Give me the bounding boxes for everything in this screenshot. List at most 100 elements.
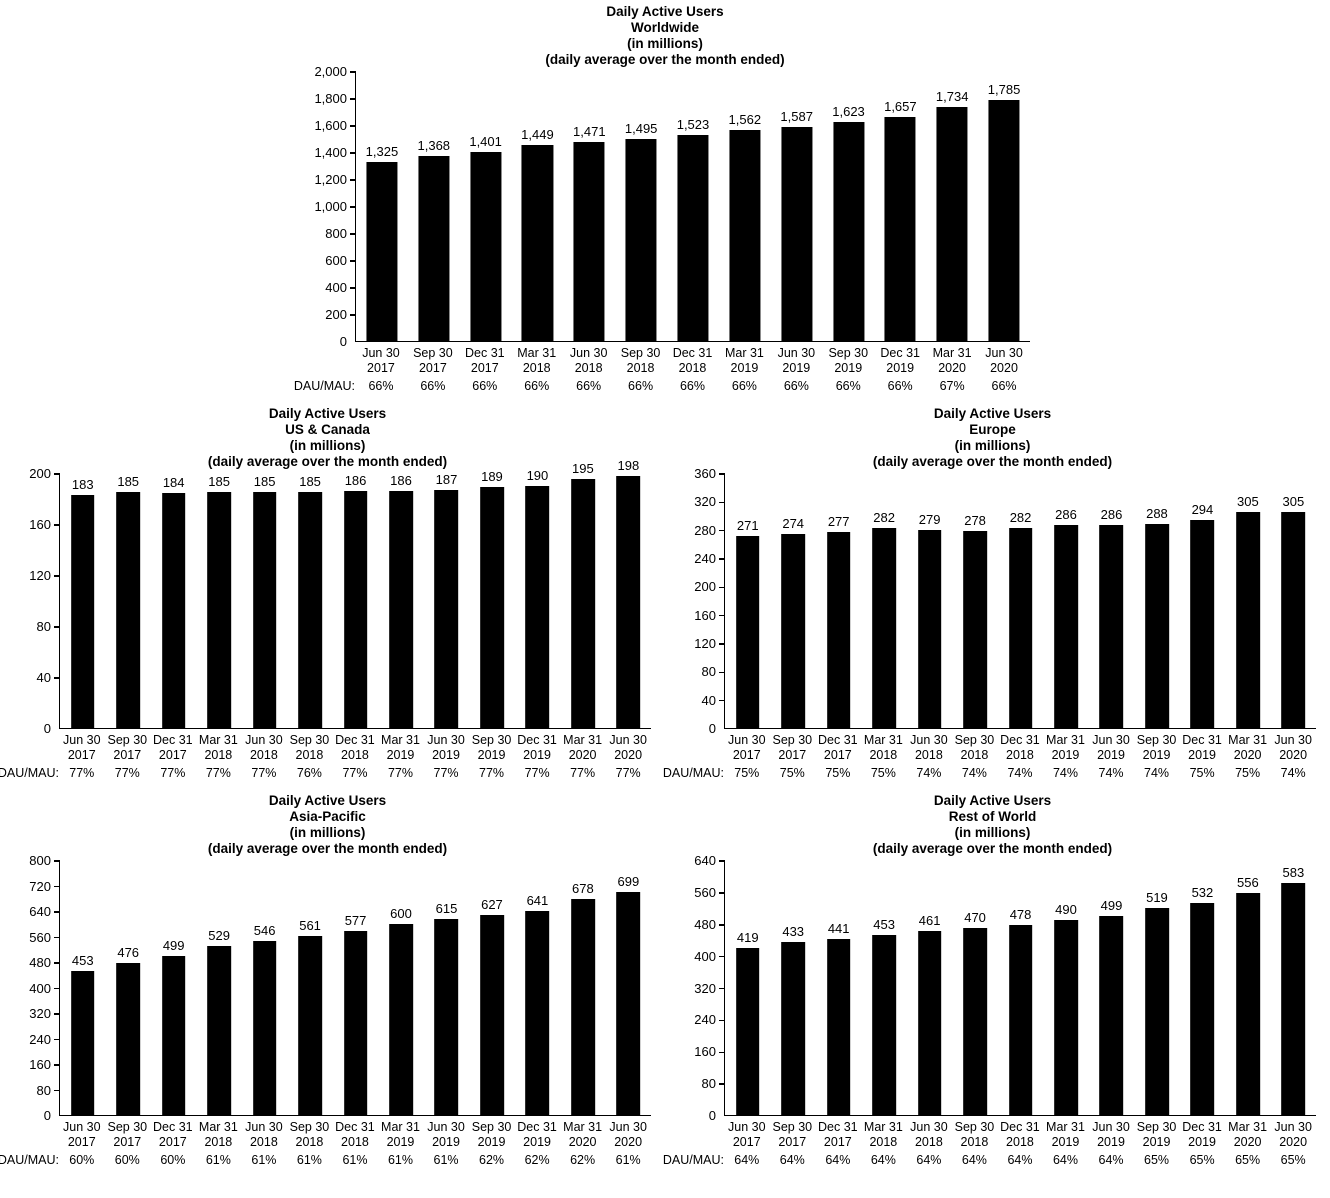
bar-group: 529 (196, 861, 241, 1115)
x-axis-label: Sep 30 2017 (407, 346, 459, 376)
bar-group: 286 (1043, 474, 1088, 728)
x-label-date: Sep 30 (107, 733, 148, 747)
x-axis-label: Dec 31 2018 (332, 733, 378, 763)
x-label-date: Dec 31 (1000, 1120, 1040, 1134)
x-label-year: 2018 (295, 1135, 324, 1149)
bar-group: 678 (560, 861, 605, 1115)
x-label-year: 2018 (626, 361, 655, 375)
x-axis-label: Sep 30 2018 (615, 346, 667, 376)
x-axis-label: Dec 31 2017 (459, 346, 511, 376)
dau-mau-value: 61% (205, 1153, 231, 1167)
chart-title-line: Europe (969, 422, 1016, 437)
x-axis-label: Jun 30 2017 (59, 733, 105, 763)
x-label-year: 2018 (914, 1135, 943, 1149)
x-axis-label: Sep 30 2019 (1134, 733, 1180, 763)
bar (781, 126, 813, 341)
bar (298, 936, 322, 1115)
y-tick-label: 480 (29, 955, 51, 970)
bar (418, 156, 450, 341)
bar (988, 100, 1020, 341)
dau-mau-value: 64% (916, 1153, 942, 1167)
bar-group: 583 (1271, 861, 1316, 1115)
x-label-year: 2020 (614, 1135, 643, 1149)
bar-value-label: 277 (827, 513, 850, 529)
bar-group: 1,368 (408, 72, 460, 341)
bar-value-label: 490 (1055, 901, 1077, 917)
bar-value-label: 1,562 (728, 112, 762, 128)
y-tick-label: 1,400 (314, 145, 347, 160)
y-tick-label: 560 (29, 929, 51, 945)
y-tick-mark (54, 626, 60, 628)
x-axis-labels: Jun 30 2017 Sep 30 2017 Dec 31 2017 Mar 31 2018… (300, 346, 1030, 376)
y-tick-label: 400 (325, 280, 347, 295)
x-axis-label: Jun 30 2018 (906, 1120, 952, 1150)
dau-mau-label: DAU/MAU: (0, 1153, 59, 1167)
bar-value-label: 532 (1191, 885, 1214, 901)
dau-mau-row: DAU/MAU: 66% 66% 66% 66% 66% 66% 66% 66% 66% 66% 66… (294, 378, 1030, 394)
bar (1008, 924, 1033, 1115)
bar (252, 940, 277, 1115)
bar (389, 490, 413, 728)
bar-group: 183 (60, 474, 105, 728)
x-label-date: Sep 30 (620, 346, 661, 360)
chart-europe: Daily Active Users Europe (in millions) (da… (663, 406, 1330, 781)
bar (781, 533, 806, 728)
y-tick-mark (719, 529, 725, 532)
bar-group: 627 (469, 861, 514, 1115)
dau-mau-value: 64% (825, 1153, 851, 1167)
bar-value-label: 294 (1191, 501, 1214, 517)
x-label-year: 2018 (1006, 1135, 1034, 1149)
y-tick-label: 400 (29, 980, 51, 996)
dau-mau-value: 75% (734, 766, 760, 780)
x-axis-label: Jun 30 2018 (241, 733, 287, 763)
bar-group: 499 (151, 861, 196, 1115)
x-axis-label: Dec 31 2017 (815, 733, 861, 763)
bar-group: 305 (1225, 474, 1270, 728)
bar (616, 475, 641, 728)
dau-mau-value: 74% (961, 766, 987, 780)
bar-value-label: 478 (1009, 906, 1032, 922)
x-axis-label: Dec 31 2018 (332, 1120, 378, 1150)
dau-mau-value: 77% (387, 766, 413, 780)
x-axis-label: Dec 31 2017 (150, 733, 196, 763)
x-label-year: 2020 (568, 748, 597, 762)
dau-mau-value: 65% (1280, 1153, 1306, 1167)
dau-mau-value: 65% (1189, 1153, 1215, 1167)
bar-group: 184 (151, 474, 196, 728)
dau-mau-value: 77% (433, 766, 459, 780)
x-label-date: Dec 31 (1182, 733, 1222, 747)
x-axis-label: Sep 30 2017 (770, 1120, 816, 1150)
y-tick-label: 1,200 (314, 172, 347, 187)
chart-body: 200 160 120 80 40 0 183 185 184 185 185 185 186 186 1… (4, 458, 651, 736)
bar-group: 1,657 (874, 72, 926, 341)
bar (298, 492, 322, 728)
bar-value-label: 561 (299, 918, 321, 934)
x-label-year: 2017 (158, 748, 187, 762)
bar-group: 453 (60, 861, 105, 1115)
bar-group: 546 (242, 861, 287, 1115)
chart-worldwide: Daily Active Users Worldwide (in millions)… (294, 4, 1030, 394)
bar-value-label: 1,449 (521, 127, 554, 143)
x-label-year: 2019 (386, 748, 415, 762)
x-label-year: 2018 (341, 748, 369, 762)
x-label-date: Dec 31 (1182, 1120, 1222, 1134)
chart-title-line: (in millions) (289, 438, 366, 453)
dau-mau-value: 66% (420, 379, 446, 393)
x-label-year: 2020 (1279, 1135, 1308, 1149)
dau-mau-value: 77% (342, 766, 368, 780)
x-label-date: Dec 31 (672, 346, 713, 360)
x-label-date: Dec 31 (335, 733, 375, 747)
dau-mau-value: 66% (628, 379, 654, 393)
bar-group: 1,785 (978, 72, 1030, 341)
chart-title-line: US & Canada (285, 422, 370, 437)
dau-mau-value: 77% (205, 766, 231, 780)
y-axis: 2,000 1,800 1,600 1,400 1,200 1,000 800 600 400 2… (300, 65, 355, 349)
x-label-date: Jun 30 (985, 346, 1023, 360)
bar-value-label: 198 (617, 457, 640, 473)
x-axis-label: Dec 31 2018 (997, 733, 1043, 763)
y-tick-mark (54, 911, 60, 913)
dau-mau-value: 77% (114, 766, 140, 780)
x-axis-label: Mar 31 2019 (1043, 1120, 1089, 1150)
dau-mau-value: 60% (114, 1153, 140, 1167)
bar-group: 279 (907, 474, 952, 728)
